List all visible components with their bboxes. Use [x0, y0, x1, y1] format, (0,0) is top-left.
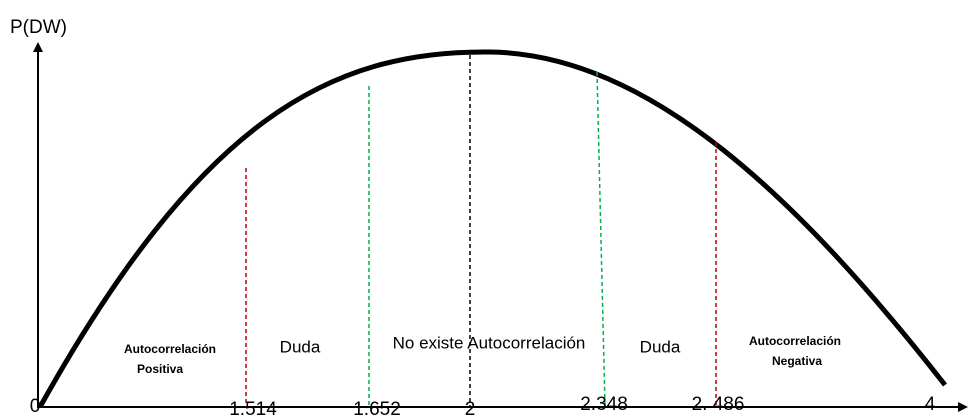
dw-curve [37, 49, 947, 409]
x-label: 1.514 [229, 399, 277, 420]
x-label: 4 [925, 394, 936, 415]
region-label: Duda [640, 337, 681, 356]
region-label: No existe Autocorrelación [393, 333, 586, 352]
x-label: 2. 486 [692, 394, 745, 415]
region-label: Autocorrelación [749, 334, 841, 348]
region-label: Positiva [137, 362, 183, 376]
y-axis-label: P(DW) [10, 17, 67, 38]
4-du-line [596, 71, 606, 408]
x-label: 1.652 [353, 399, 401, 420]
x-label: 2 [465, 399, 476, 420]
region-label: Autocorrelación [124, 342, 216, 356]
x-label: 2.348 [580, 394, 628, 415]
region-label: Duda [280, 337, 321, 356]
region-label: Negativa [772, 354, 822, 368]
x-label: 0 [30, 396, 41, 417]
